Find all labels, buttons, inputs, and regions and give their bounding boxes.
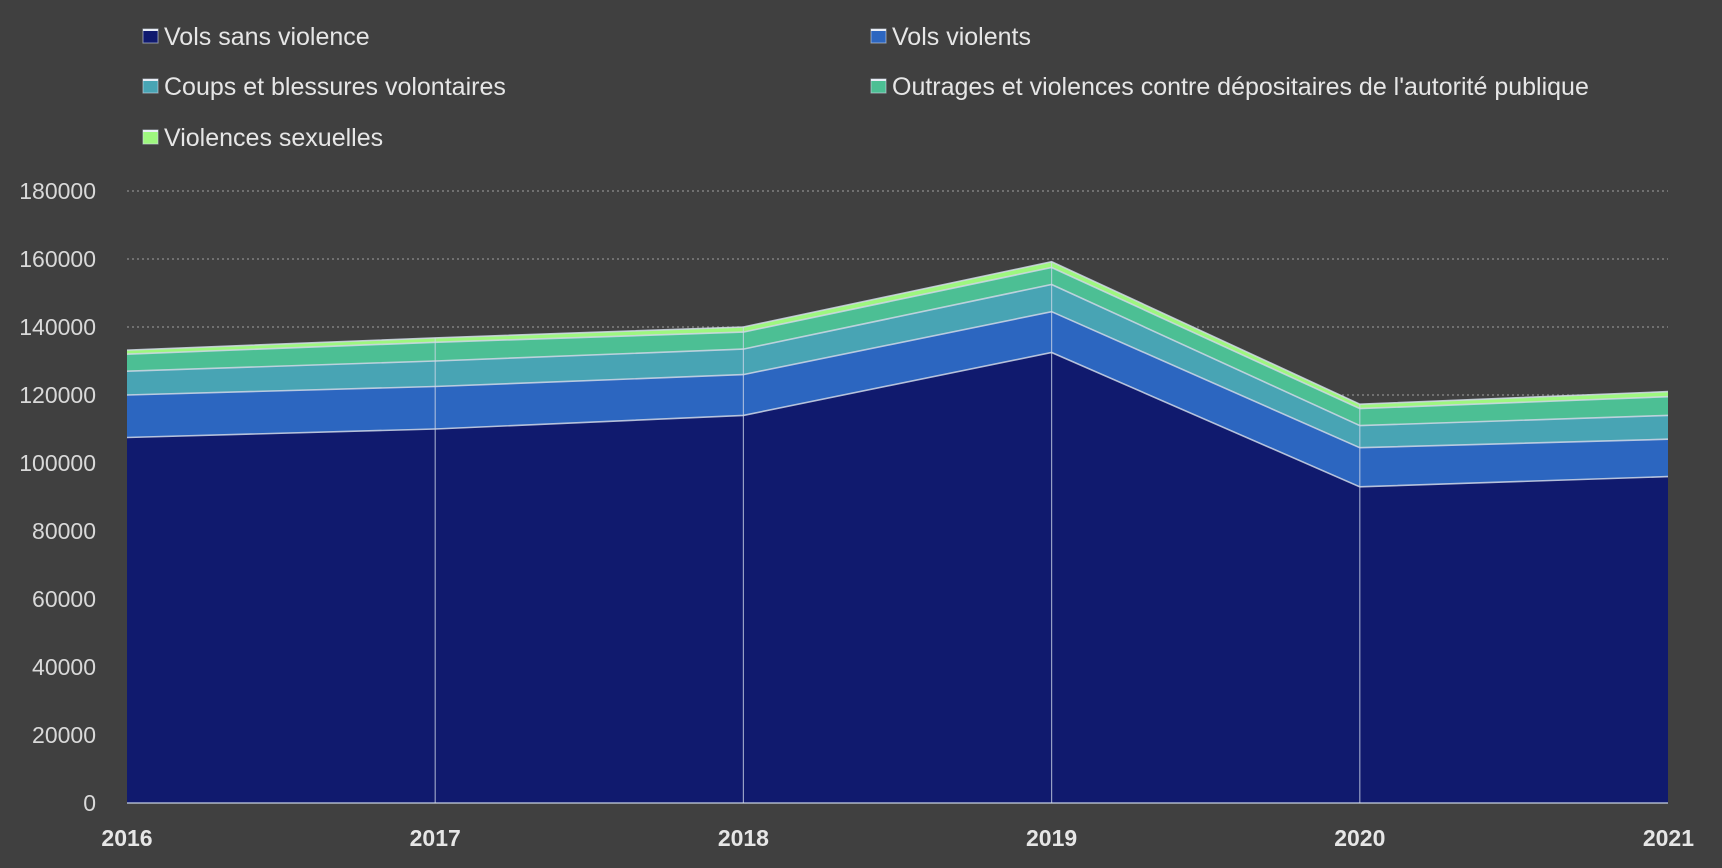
area-series-3 — [127, 284, 1668, 448]
y-tick-label: 180000 — [19, 178, 96, 204]
legend-label: Vols sans violence — [164, 23, 370, 51]
x-tick-label: 2016 — [101, 825, 152, 851]
area-series-1 — [127, 352, 1668, 803]
area-series-5 — [127, 261, 1668, 409]
series-boundary-5 — [126, 260, 1669, 405]
legend-swatch — [142, 28, 159, 44]
x-axis: 2016 2017 2018 2019 2020 2021 — [101, 825, 1694, 851]
area-series-4 — [127, 267, 1668, 426]
y-tick-label: 0 — [83, 790, 96, 816]
legend-swatch — [870, 28, 887, 44]
area-series-2 — [127, 311, 1668, 487]
y-tick-label: 140000 — [19, 314, 96, 340]
legend-label: Coups et blessures volontaires — [164, 73, 506, 101]
y-tick-label: 80000 — [32, 518, 96, 544]
legend-item: Coups et blessures volontaires — [142, 73, 506, 101]
series-boundary-3 — [126, 283, 1669, 427]
legend-label: Outrages et violences contre dépositaire… — [892, 73, 1589, 101]
x-tick-label: 2019 — [1026, 825, 1077, 851]
legend-item: Vols sans violence — [142, 23, 370, 51]
y-tick-label: 160000 — [19, 246, 96, 272]
legend-item: Outrages et violences contre dépositaire… — [870, 73, 1589, 101]
legend: Vols sans violence Vols violents Coups et … — [142, 23, 1589, 152]
legend-swatch — [870, 78, 887, 94]
x-tick-label: 2018 — [718, 825, 769, 851]
legend-label: Vols violents — [892, 23, 1031, 51]
y-axis: 0 20000 40000 60000 80000 100000 120000 140000 1… — [19, 178, 96, 816]
plot-area — [126, 260, 1669, 803]
series-boundary-1 — [126, 351, 1669, 488]
y-tick-label: 100000 — [19, 450, 96, 476]
x-tick-label: 2020 — [1334, 825, 1385, 851]
legend-label: Violences sexuelles — [164, 124, 383, 152]
legend-swatch — [142, 129, 159, 145]
y-tick-label: 120000 — [19, 382, 96, 408]
series-boundary-4 — [126, 266, 1669, 410]
y-tick-label: 60000 — [32, 586, 96, 612]
y-tick-label: 40000 — [32, 654, 96, 680]
category-separators — [127, 261, 1668, 804]
legend-item: Vols violents — [870, 23, 1031, 51]
x-tick-label: 2017 — [410, 825, 461, 851]
series-boundary-2 — [126, 310, 1669, 449]
legend-item: Violences sexuelles — [142, 124, 383, 152]
x-tick-label: 2021 — [1643, 825, 1694, 851]
legend-swatch — [142, 78, 159, 94]
y-tick-label: 20000 — [32, 722, 96, 748]
